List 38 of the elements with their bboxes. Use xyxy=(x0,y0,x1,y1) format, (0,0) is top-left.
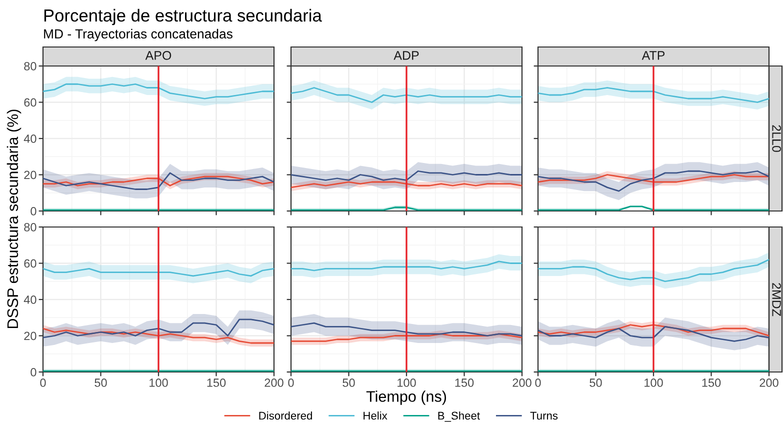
x2-axis-title: APO xyxy=(145,51,172,60)
x-axis-title: Tiempo (ns) xyxy=(366,390,446,405)
y-tick-label: 0 xyxy=(30,368,36,376)
y2-axis-title: 2LL0 xyxy=(772,125,781,152)
x-tick-label: 50 xyxy=(590,378,602,387)
x-tick-label: 100 xyxy=(644,378,663,387)
y-tick-label: 40 xyxy=(24,296,36,304)
y-tick-label: 80 xyxy=(24,223,36,232)
y-tick-label: 60 xyxy=(24,259,36,268)
y-tick-label: 60 xyxy=(24,98,36,107)
y-axis-title: DSSP estructura secundaria (%) xyxy=(6,110,22,328)
x-tick-label: 150 xyxy=(702,378,721,387)
x-tick-label: 50 xyxy=(342,378,355,387)
x-tick-label: 200 xyxy=(760,378,778,387)
y-tick-label: 40 xyxy=(24,134,36,143)
x-tick-label: 200 xyxy=(512,378,532,387)
legend-label: Turns xyxy=(530,412,558,420)
legend-label: B_Sheet xyxy=(438,411,480,422)
legend-label: Helix xyxy=(364,411,388,420)
y-tick-label: 20 xyxy=(24,332,36,340)
x-tick-label: 50 xyxy=(94,378,107,387)
x-tick-label: 150 xyxy=(207,378,226,387)
x2-axis-title: ADP xyxy=(394,51,419,60)
chart-title: Porcentaje de estructura secundaria xyxy=(44,8,322,26)
y-tick-label: 20 xyxy=(24,170,36,180)
chart-subtitle: MD - Trayectorias concatenadas xyxy=(44,28,232,42)
y2-axis-title: 2MDZ xyxy=(772,283,781,316)
x-tick-label: 0 xyxy=(535,378,541,387)
x-tick-label: 0 xyxy=(288,378,294,387)
x-tick-label: 200 xyxy=(264,378,284,387)
x2-axis-title: ATP xyxy=(642,51,665,60)
x-tick-label: 100 xyxy=(150,378,168,387)
y-tick-label: 80 xyxy=(24,62,36,70)
legend-label: Disordered xyxy=(259,411,312,420)
x-tick-label: 100 xyxy=(398,378,416,387)
y-tick-label: 0 xyxy=(30,207,36,216)
x-tick-label: 0 xyxy=(40,378,46,387)
x-tick-label: 150 xyxy=(455,378,474,387)
